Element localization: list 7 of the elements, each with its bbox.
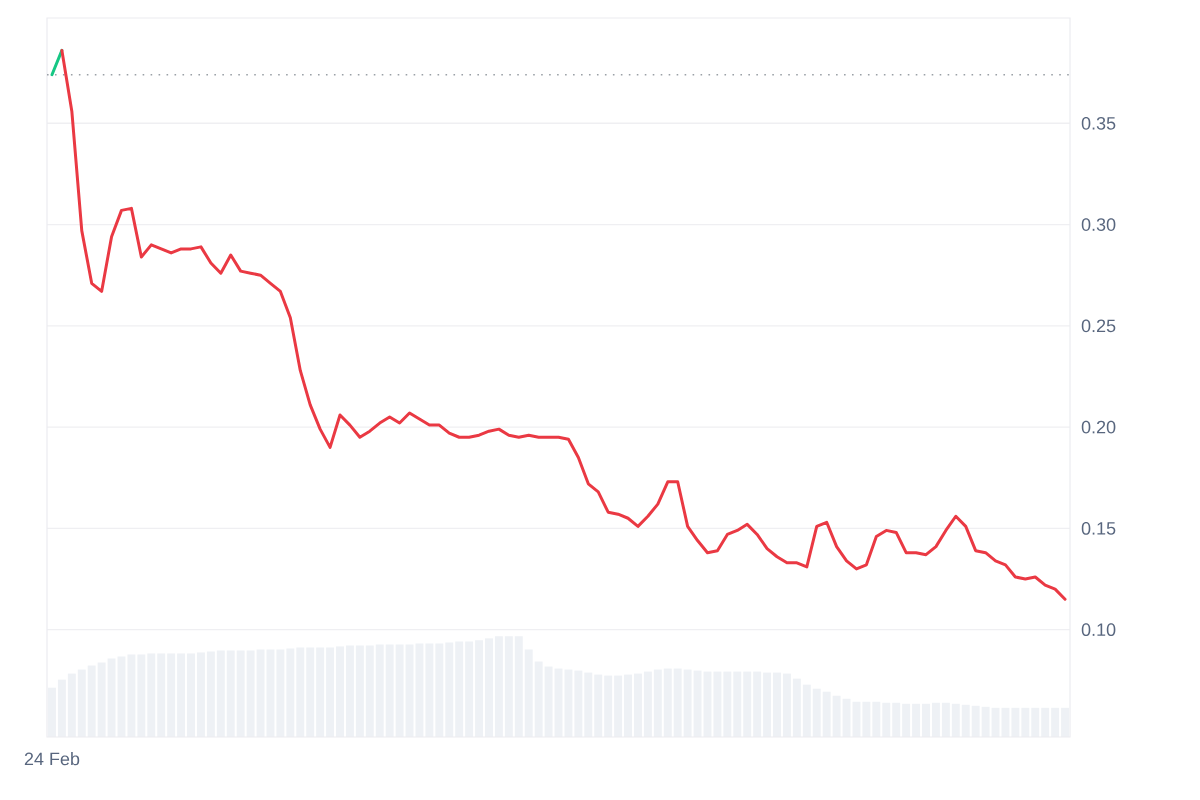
y-tick-label: 0.25 (1081, 319, 1116, 333)
y-tick-label: 0.20 (1081, 420, 1116, 434)
y-tick-label: 0.35 (1081, 116, 1116, 130)
y-tick-label: 0.10 (1081, 623, 1116, 637)
y-tick-label: 0.30 (1081, 218, 1116, 231)
y-tick-label: 0.15 (1081, 522, 1116, 535)
x-tick-label: 24 Feb (24, 752, 80, 766)
